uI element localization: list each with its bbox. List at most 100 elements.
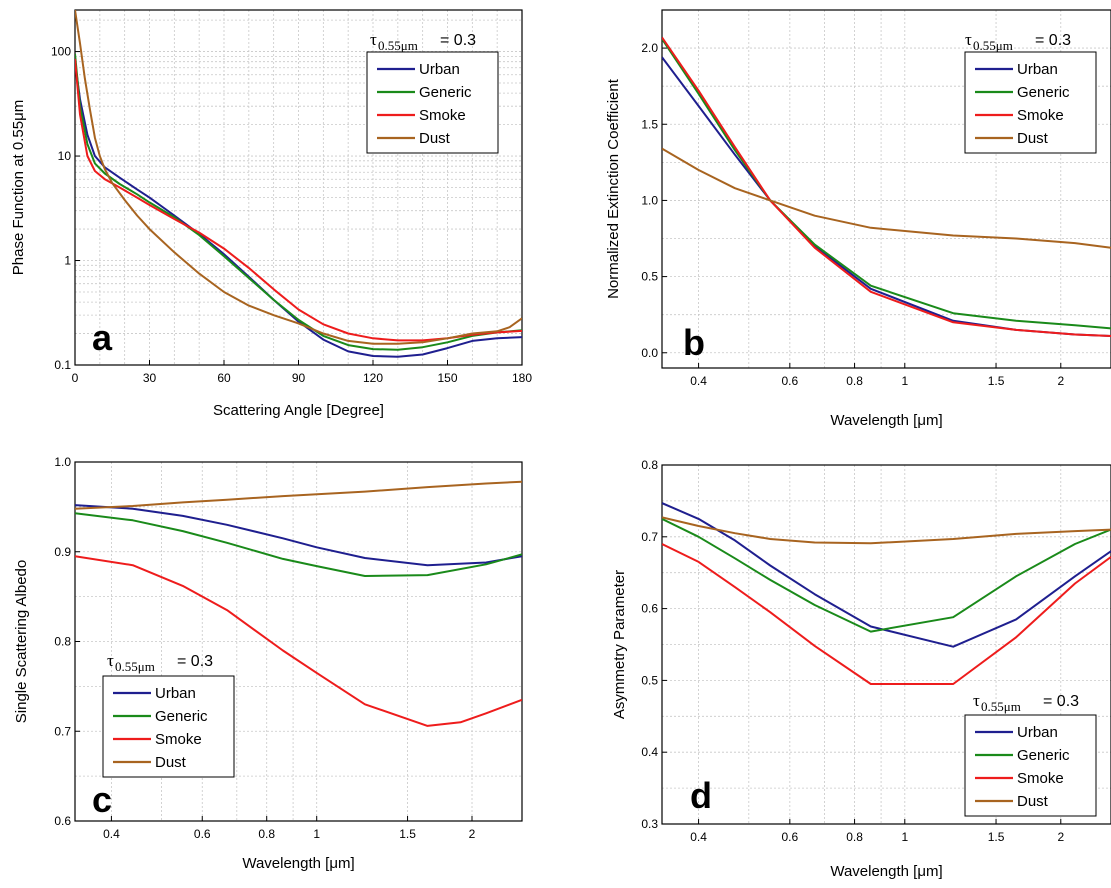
tau-subscript: 0.55μm — [378, 38, 418, 53]
gridlines — [662, 465, 1111, 824]
panel-label: a — [92, 317, 113, 358]
legend-label-urban: Urban — [419, 61, 460, 78]
y-tick-label: 1 — [64, 254, 71, 268]
y-tick-label: 0.7 — [641, 530, 658, 544]
tau-value: = 0.3 — [177, 653, 213, 670]
legend-label-smoke: Smoke — [1017, 107, 1064, 124]
x-tick-label: 150 — [437, 371, 457, 385]
legend-label-dust: Dust — [1017, 130, 1049, 147]
series-line-generic — [75, 53, 522, 351]
y-tick-label: 1.5 — [641, 117, 658, 131]
x-tick-label: 0.4 — [690, 830, 707, 844]
tau-annotation: τ 0.55μm = 0.3 — [370, 30, 476, 53]
legend-label-smoke: Smoke — [419, 107, 466, 124]
x-tick-label: 2 — [1057, 830, 1064, 844]
tau-value: = 0.3 — [440, 32, 476, 49]
panel-c: 0.4 0.6 0.8 1 1.5 2 0.6 0.7 0.8 0.9 1.0 Wavelength … — [13, 455, 523, 872]
y-tick-label: 0.3 — [641, 817, 658, 831]
y-tick-label: 0.6 — [641, 602, 658, 616]
legend-label-generic: Generic — [1017, 84, 1070, 101]
x-tick-label: 2 — [1057, 374, 1064, 388]
plot-frame — [661, 464, 1111, 825]
y-axis-label: Normalized Extinction Coefficient — [605, 78, 622, 299]
series-group — [662, 502, 1111, 685]
legend-label-urban: Urban — [1017, 61, 1058, 78]
x-tick-label: 0.6 — [781, 830, 798, 844]
x-tick-label: 1 — [901, 374, 908, 388]
series-line-dust — [662, 516, 1111, 545]
legend-label-dust: Dust — [155, 754, 187, 771]
legend: Urban Generic Smoke Dust — [964, 714, 1097, 817]
tau-symbol: τ — [973, 691, 980, 710]
legend-label-dust: Dust — [419, 130, 451, 147]
x-tick-label: 1 — [901, 830, 908, 844]
legend-label-smoke: Smoke — [1017, 770, 1064, 787]
x-tick-label: 1 — [313, 827, 320, 841]
x-tick-label: 0.8 — [846, 374, 863, 388]
tau-symbol: τ — [370, 30, 377, 49]
y-tick-label: 0.9 — [54, 545, 71, 559]
tau-annotation: τ 0.55μm = 0.3 — [107, 651, 213, 674]
y-tick-label: 0.1 — [54, 358, 71, 372]
x-tick-label: 0.8 — [846, 830, 863, 844]
gridlines — [75, 462, 522, 821]
tau-subscript: 0.55μm — [115, 659, 155, 674]
y-tick-label: 0.6 — [54, 814, 71, 828]
legend: Urban Generic Smoke Dust — [102, 675, 235, 778]
series-line-urban — [75, 504, 522, 567]
panel-label: c — [92, 779, 112, 820]
y-tick-label: 10 — [58, 149, 72, 163]
tau-annotation: τ 0.55μm = 0.3 — [973, 691, 1079, 714]
x-tick-label: 120 — [363, 371, 383, 385]
legend-label-generic: Generic — [1017, 747, 1070, 764]
x-tick-label: 2 — [469, 827, 476, 841]
series-line-dust — [662, 147, 1111, 249]
y-tick-label: 0.5 — [641, 673, 658, 687]
x-axis-label: Wavelength [μm] — [830, 863, 942, 880]
series-line-urban — [662, 502, 1111, 648]
x-tick-label: 0.8 — [258, 827, 275, 841]
series-line-smoke — [75, 58, 522, 342]
series-line-smoke — [75, 555, 522, 727]
x-tick-label: 0.4 — [103, 827, 120, 841]
tau-annotation: τ 0.55μm = 0.3 — [965, 30, 1071, 53]
y-tick-label: 0.7 — [54, 724, 71, 738]
legend-label-smoke: Smoke — [155, 731, 202, 748]
x-axis-label: Wavelength [μm] — [830, 412, 942, 429]
series-line-smoke — [662, 36, 1111, 337]
y-tick-label: 0.5 — [641, 270, 658, 284]
legend: Urban Generic Smoke Dust — [964, 51, 1097, 154]
x-tick-label: 0.6 — [194, 827, 211, 841]
tau-symbol: τ — [107, 651, 114, 670]
tau-subscript: 0.55μm — [973, 38, 1013, 53]
series-line-generic — [662, 518, 1111, 633]
y-axis-label: Asymmetry Parameter — [611, 570, 628, 719]
plot-frame — [661, 9, 1111, 369]
series-group — [662, 36, 1111, 337]
x-tick-label: 180 — [512, 371, 532, 385]
x-tick-label: 90 — [292, 371, 306, 385]
y-tick-label: 0.4 — [641, 745, 658, 759]
panel-label: d — [690, 775, 712, 816]
tau-value: = 0.3 — [1035, 32, 1071, 49]
legend-label-urban: Urban — [1017, 724, 1058, 741]
x-tick-label: 0.4 — [690, 374, 707, 388]
gridlines — [662, 10, 1111, 368]
panel-label: b — [683, 322, 705, 363]
panel-b: 0.4 0.6 0.8 1 1.5 2 0.0 0.5 1.0 1.5 2.0 Wavelength … — [605, 9, 1111, 429]
x-tick-label: 0 — [72, 371, 79, 385]
legend-label-generic: Generic — [419, 84, 472, 101]
series-line-dust — [75, 480, 522, 510]
y-axis-label: Phase Function at 0.55μm — [10, 100, 27, 275]
panel-d: 0.4 0.6 0.8 1 1.5 2 0.3 0.4 0.5 0.6 0.7 0.8 Waveleng… — [611, 458, 1111, 880]
series-group — [75, 480, 522, 727]
tau-symbol: τ — [965, 30, 972, 49]
x-tick-label: 30 — [143, 371, 157, 385]
x-tick-label: 1.5 — [399, 827, 416, 841]
y-axis-label: Single Scattering Albedo — [13, 560, 30, 723]
y-tick-label: 0.8 — [54, 635, 71, 649]
x-axis-label: Wavelength [μm] — [242, 855, 354, 872]
legend-label-dust: Dust — [1017, 793, 1049, 810]
x-tick-label: 0.6 — [781, 374, 798, 388]
